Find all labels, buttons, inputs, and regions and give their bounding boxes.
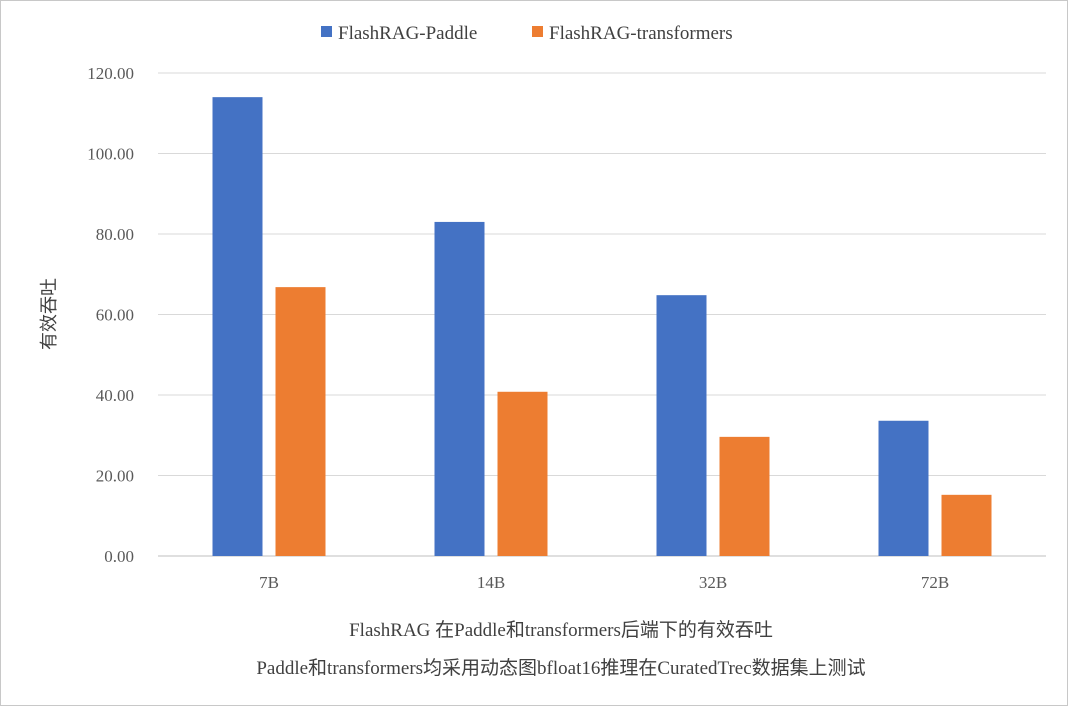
legend: FlashRAG-Paddle FlashRAG-transformers xyxy=(321,23,733,44)
y-tick-label: 120.00 xyxy=(87,64,134,83)
x-tick-label: 72B xyxy=(921,573,949,592)
y-tick-labels: 0.00 20.00 40.00 60.00 80.00 100.00 120.00 xyxy=(87,64,134,566)
bar-paddle-14B xyxy=(434,221,485,557)
y-tick-label: 20.00 xyxy=(96,467,134,486)
y-tick-label: 100.00 xyxy=(87,145,134,164)
x-tick-label: 7B xyxy=(259,573,279,592)
y-tick-label: 60.00 xyxy=(96,306,134,325)
y-tick-label: 40.00 xyxy=(96,386,134,405)
y-axis-title: 有效吞吐 xyxy=(39,278,60,350)
bar-transformers-14B xyxy=(497,391,548,556)
y-tick-label: 80.00 xyxy=(96,225,134,244)
bar-paddle-72B xyxy=(878,420,929,556)
caption-line-2: Paddle和transformers均采用动态图bfloat16推理在Cura… xyxy=(256,657,865,679)
bar-transformers-7B xyxy=(275,287,326,556)
y-tick-label: 0.00 xyxy=(104,547,134,566)
bar-paddle-7B xyxy=(212,97,263,557)
legend-swatch-paddle xyxy=(321,26,332,37)
legend-label-paddle: FlashRAG-Paddle xyxy=(338,23,477,44)
bar-transformers-32B xyxy=(719,436,770,556)
legend-label-transformers: FlashRAG-transformers xyxy=(549,23,733,44)
bars xyxy=(212,97,992,557)
bar-paddle-32B xyxy=(656,295,707,556)
x-tick-label: 32B xyxy=(699,573,727,592)
bar-transformers-72B xyxy=(941,494,992,556)
legend-swatch-transformers xyxy=(532,26,543,37)
x-tick-labels: 7B 14B 32B 72B xyxy=(259,573,949,592)
caption-line-1: FlashRAG 在Paddle和transformers后端下的有效吞吐 xyxy=(349,619,773,641)
x-tick-label: 14B xyxy=(477,573,505,592)
